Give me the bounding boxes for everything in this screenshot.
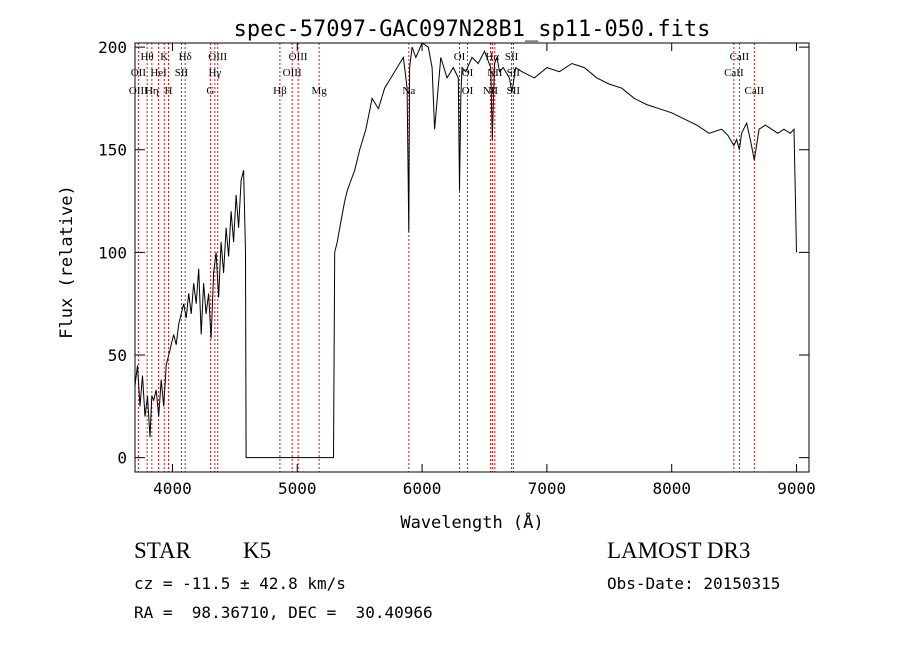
line-marker-label: SII (505, 51, 519, 63)
coordinates: RA = 98.36710, DEC = 30.40966 (134, 603, 433, 622)
plot-frame (134, 42, 810, 473)
spectrum-series (134, 42, 797, 459)
line-marker-label: CaII (724, 67, 744, 79)
line-marker-label: OI (454, 51, 466, 63)
line-marker-label: Hβ (273, 85, 287, 97)
line-marker-label: Mg (311, 85, 327, 97)
line-marker-label: HeI (150, 67, 167, 79)
y-tick-label: 50 (108, 346, 127, 365)
line-marker-label: OIII (289, 51, 308, 63)
redshift-velocity: cz = -11.5 ± 42.8 km/s (134, 574, 346, 593)
axis-ticks: 4000 5000 6000 7000 8000 9000 0 50 100 150 200 (98, 38, 816, 498)
line-marker-label: OIII (129, 85, 148, 97)
line-marker-label: G (206, 85, 214, 97)
line-marker-label: SII (507, 67, 521, 79)
y-tick-label: 150 (98, 141, 127, 160)
line-marker-label: OII (131, 67, 147, 79)
line-marker-label: Hγ (208, 67, 221, 79)
y-tick-label: 200 (98, 38, 127, 57)
x-tick-label: 5000 (278, 479, 317, 498)
line-marker-label: OIII (283, 67, 302, 79)
survey-name: LAMOST DR3 (607, 538, 751, 563)
observation-date: Obs-Date: 20150315 (607, 574, 781, 593)
line-marker-label: SII (507, 85, 521, 97)
line-marker-label: Hη (145, 85, 159, 97)
line-marker-label: H (164, 85, 172, 97)
line-marker-label: OI (462, 85, 474, 97)
line-marker-label: SII (175, 67, 189, 79)
y-axis-label: Flux (relative) (57, 185, 77, 339)
line-marker-label: NII (487, 67, 503, 79)
chart-title: spec-57097-GAC097N28B1_sp11-050.fits (234, 17, 711, 42)
line-marker-label: NII (483, 85, 499, 97)
object-class: STAR (134, 538, 191, 563)
y-tick-label: 0 (117, 449, 127, 468)
y-tick-label: 100 (98, 243, 127, 262)
line-marker-label: Na (402, 85, 415, 97)
x-tick-label: 7000 (528, 479, 567, 498)
spectrum-line (134, 42, 797, 459)
spectral-subclass: K5 (243, 538, 272, 563)
x-tick-label: 8000 (652, 479, 691, 498)
line-marker-label: K (160, 51, 168, 63)
line-marker-label: Hθ (140, 51, 153, 63)
line-marker-label: Hδ (179, 51, 192, 63)
line-marker-label: OIII (208, 51, 227, 63)
line-marker-label: OI (462, 67, 474, 79)
x-tick-label: 4000 (153, 479, 192, 498)
line-marker-label: CaII (730, 51, 750, 63)
x-tick-label: 6000 (403, 479, 442, 498)
line-marker-label: CaII (745, 85, 765, 97)
x-tick-label: 9000 (777, 479, 816, 498)
x-axis-label: Wavelength (Å) (400, 511, 543, 533)
